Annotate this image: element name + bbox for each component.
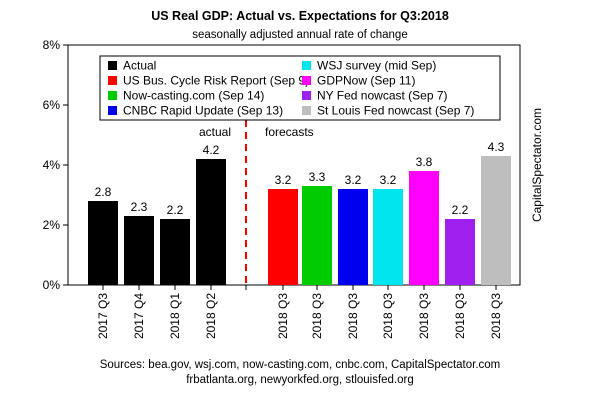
x-tick-label: 2018 Q3 xyxy=(276,293,290,339)
legend-swatch xyxy=(108,61,117,70)
legend-entry: Now-casting.com (Sep 14) xyxy=(123,89,264,103)
bar-7 xyxy=(338,189,368,285)
y-tick-label: 0% xyxy=(43,278,61,292)
legend-swatch xyxy=(108,91,117,100)
legend-entry: NY Fed nowcast (Sep 7) xyxy=(317,89,448,103)
y-tick-label: 4% xyxy=(43,158,61,172)
y-tick-label: 2% xyxy=(43,218,61,232)
legend-swatch xyxy=(108,76,117,85)
bar-9 xyxy=(409,171,439,285)
legend-entry: WSJ survey (mid Sep) xyxy=(317,59,436,73)
chart-subtitle: seasonally adjusted annual rate of chang… xyxy=(192,29,408,41)
chart-title: US Real GDP: Actual vs. Expectations for… xyxy=(151,9,449,23)
bar-11 xyxy=(481,156,511,285)
bar-4 xyxy=(196,159,226,285)
bar-value-label: 2.3 xyxy=(131,200,148,214)
bar-1 xyxy=(88,201,118,285)
bar-value-label: 3.8 xyxy=(416,155,433,169)
legend-swatch xyxy=(302,106,311,115)
x-tick-label: 2018 Q1 xyxy=(168,293,182,339)
sources-note: Sources: bea.gov, wsj.com, now-casting.c… xyxy=(0,358,600,388)
x-tick-label: 2018 Q3 xyxy=(381,293,395,339)
legend-swatch xyxy=(302,76,311,85)
x-tick-label: 2018 Q3 xyxy=(489,293,503,339)
legend-entry: GDPNow (Sep 11) xyxy=(317,74,415,88)
x-tick-label: 2018 Q3 xyxy=(453,293,467,339)
sources-line-1: Sources: bea.gov, wsj.com, now-casting.c… xyxy=(99,359,501,371)
forecasts-section-label: forecasts xyxy=(265,125,314,139)
sources-line-2: frbatlanta.org, newyorkfed.org, stlouisf… xyxy=(186,374,414,386)
bar-value-label: 2.8 xyxy=(95,185,112,199)
bar-value-label: 3.3 xyxy=(309,170,326,184)
watermark-label: CapitalSpectator.com xyxy=(530,108,544,222)
bar-6 xyxy=(302,186,332,285)
bar-value-label: 3.2 xyxy=(275,173,292,187)
x-tick-label: 2018 Q3 xyxy=(310,293,324,339)
legend-entry: St Louis Fed nowcast (Sep 7) xyxy=(317,104,474,118)
legend-swatch xyxy=(302,61,311,70)
bar-10 xyxy=(445,219,475,285)
bar-value-label: 2.2 xyxy=(452,203,469,217)
bar-8 xyxy=(373,189,403,285)
bar-value-label: 2.2 xyxy=(167,203,184,217)
x-tick-label: 2017 Q3 xyxy=(96,293,110,339)
bar-3 xyxy=(160,219,190,285)
x-tick-label: 2018 Q3 xyxy=(346,293,360,339)
bar-value-label: 3.2 xyxy=(345,173,362,187)
bar-value-label: 4.3 xyxy=(488,140,505,154)
legend-swatch xyxy=(302,91,311,100)
x-tick-label: 2018 Q2 xyxy=(204,293,218,339)
x-tick-label: 2018 Q3 xyxy=(417,293,431,339)
legend-swatch xyxy=(108,106,117,115)
bar-value-label: 4.2 xyxy=(203,143,220,157)
x-tick-label: 2017 Q4 xyxy=(132,293,146,339)
legend-entry: Actual xyxy=(123,59,156,73)
y-tick-label: 6% xyxy=(43,98,61,112)
actual-section-label: actual xyxy=(199,125,231,139)
y-tick-label: 8% xyxy=(43,38,61,52)
bar-2 xyxy=(124,216,154,285)
bar-5 xyxy=(268,189,298,285)
legend-entry: CNBC Rapid Update (Sep 13) xyxy=(123,104,283,118)
legend-box xyxy=(99,55,501,121)
legend-entry: US Bus. Cycle Risk Report (Sep 9) xyxy=(123,74,309,88)
bar-value-label: 3.2 xyxy=(380,173,397,187)
